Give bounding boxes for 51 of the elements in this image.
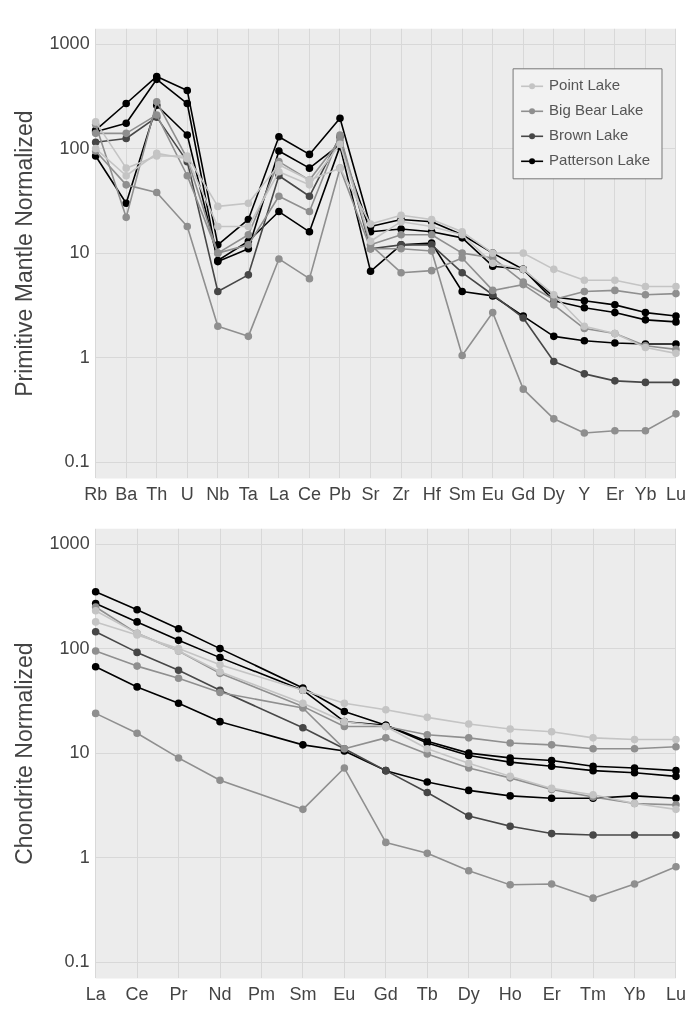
y-tick-label: 1000 xyxy=(49,33,90,54)
x-tick-label: Hf xyxy=(422,484,442,505)
x-tick-label: Sr xyxy=(361,484,380,505)
x-tick-label: Lu xyxy=(665,484,686,505)
x-tick-label: Pm xyxy=(247,984,275,1005)
legend-label: Patterson Lake xyxy=(549,151,650,169)
x-tick-label: Dy xyxy=(457,984,480,1005)
x-tick-label: Rb xyxy=(84,484,108,505)
x-tick-label: La xyxy=(85,984,107,1005)
x-tick-label: Y xyxy=(578,484,591,505)
y-tick-label: 0.1 xyxy=(64,951,90,972)
x-tick-label: Nb xyxy=(206,484,230,505)
x-tick-label: Gd xyxy=(511,484,536,505)
legend-label: Big Bear Lake xyxy=(549,101,644,119)
x-tick-label: Gd xyxy=(373,984,398,1005)
y-tick-label: 0.1 xyxy=(64,451,90,472)
y-axis-title: Chondrite Normalized xyxy=(11,642,38,865)
x-tick-label: Tb xyxy=(416,984,438,1005)
x-tick-label: Ho xyxy=(498,984,522,1005)
y-tick-label: 1000 xyxy=(49,533,90,554)
x-tick-label: Nd xyxy=(208,984,232,1005)
x-tick-label: Ce xyxy=(297,484,321,505)
x-tick-label: Er xyxy=(542,984,561,1005)
legend-label: Brown Lake xyxy=(549,126,629,144)
x-tick-label: Yb xyxy=(623,984,646,1005)
x-tick-label: Ce xyxy=(125,984,149,1005)
x-tick-label: Dy xyxy=(542,484,565,505)
y-tick-label: 1 xyxy=(79,846,90,867)
y-tick-label: 10 xyxy=(69,742,90,763)
x-tick-label: La xyxy=(268,484,290,505)
x-tick-label: Tm xyxy=(580,984,607,1005)
x-tick-label: Lu xyxy=(665,984,686,1005)
x-tick-label: Sm xyxy=(448,484,476,505)
y-tick-label: 100 xyxy=(59,637,90,658)
x-tick-label: Pr xyxy=(169,984,188,1005)
y-axis-title: Primitive Mantle Normalized xyxy=(11,110,38,397)
x-tick-label: Sm xyxy=(289,984,317,1005)
x-tick-label: Ta xyxy=(238,484,259,505)
legend-label: Point Lake xyxy=(549,76,620,94)
x-tick-label: Eu xyxy=(481,484,504,505)
x-tick-label: U xyxy=(180,484,194,505)
x-tick-label: Ba xyxy=(115,484,139,505)
x-tick-label: Eu xyxy=(333,984,356,1005)
x-tick-label: Zr xyxy=(392,484,410,505)
y-tick-label: 10 xyxy=(69,242,90,263)
y-tick-label: 1 xyxy=(79,346,90,367)
x-tick-label: Yb xyxy=(634,484,657,505)
y-tick-label: 100 xyxy=(59,137,90,158)
x-tick-label: Th xyxy=(146,484,168,505)
x-tick-label: Pb xyxy=(328,484,352,505)
x-tick-label: Er xyxy=(605,484,624,505)
